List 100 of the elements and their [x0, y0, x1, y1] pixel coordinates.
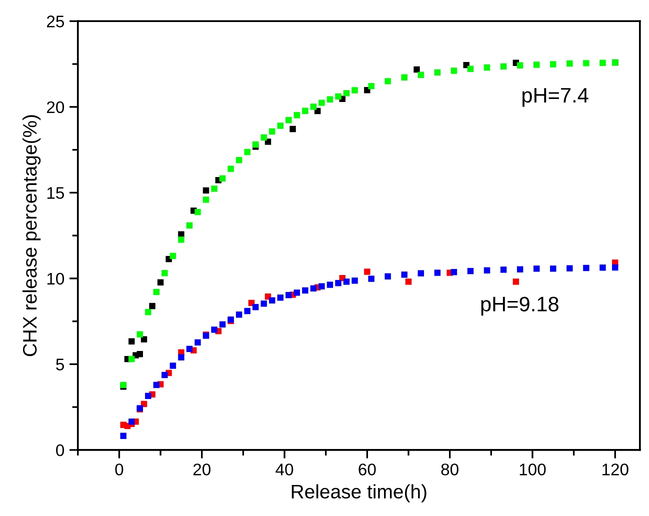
point [566, 265, 573, 272]
y-tick-label: 25 [46, 16, 64, 28]
y-tick-label: 0 [56, 444, 64, 456]
point [153, 288, 160, 296]
point [434, 69, 441, 76]
point [162, 372, 168, 378]
x-tick-label: 100 [520, 464, 546, 476]
point [211, 186, 218, 192]
point [384, 78, 391, 84]
point [583, 60, 590, 66]
point [310, 104, 317, 110]
point [352, 278, 358, 284]
point [211, 326, 218, 333]
point [219, 175, 226, 182]
point [405, 278, 412, 285]
point [434, 270, 441, 276]
point [128, 338, 135, 344]
point [294, 290, 300, 296]
point [326, 282, 334, 288]
point [302, 108, 308, 114]
point [186, 222, 193, 229]
point [368, 276, 374, 282]
point [368, 83, 374, 90]
x-tick-label: 120 [602, 464, 628, 476]
point [178, 236, 184, 243]
point [244, 308, 250, 314]
point [162, 270, 168, 276]
point [364, 268, 370, 275]
point [533, 62, 540, 68]
point [401, 272, 408, 278]
point [269, 128, 276, 135]
point [194, 339, 201, 346]
point [186, 346, 193, 352]
x-tick-label: 40 [276, 464, 294, 476]
point [335, 93, 342, 100]
point [202, 187, 210, 194]
annotation: pH=7.4 [522, 88, 588, 107]
point [228, 166, 234, 172]
point [550, 61, 556, 68]
point [418, 270, 424, 276]
point [136, 350, 143, 358]
point [252, 141, 259, 148]
x-tick-label: 20 [193, 464, 210, 476]
point [401, 74, 408, 81]
point [194, 208, 201, 216]
point [302, 287, 308, 294]
y-tick-label: 5 [56, 358, 64, 370]
annotation: pH=9.18 [481, 296, 558, 316]
point [384, 273, 391, 280]
point [244, 148, 250, 156]
point [145, 308, 152, 316]
point [294, 112, 300, 118]
point [260, 134, 267, 141]
point [550, 266, 556, 272]
y-tick-label: 10 [47, 272, 64, 285]
point [467, 268, 474, 274]
point [310, 285, 317, 292]
point [418, 72, 424, 78]
point [269, 297, 276, 304]
point [149, 302, 156, 310]
y-axis-title: CHX release percentage(%) [22, 115, 41, 356]
point [136, 331, 143, 338]
point [600, 264, 606, 271]
point [500, 266, 507, 273]
point [153, 382, 160, 388]
x-axis-title: Release time(h) [292, 484, 426, 502]
point [484, 64, 490, 71]
point [286, 292, 292, 298]
point [343, 278, 350, 285]
point [277, 294, 284, 301]
point [170, 362, 176, 369]
y-tick-label: 15 [47, 187, 64, 199]
point [467, 66, 474, 72]
x-tick-label: 60 [358, 464, 376, 476]
point [219, 321, 226, 328]
point [414, 66, 420, 73]
point [500, 63, 507, 70]
point [236, 312, 242, 318]
point [170, 252, 176, 260]
point [145, 392, 152, 400]
point [318, 100, 325, 106]
point [516, 62, 524, 69]
y-tick-label: 20 [46, 101, 64, 114]
point [512, 278, 520, 285]
point [290, 126, 296, 132]
point [533, 266, 540, 272]
point [600, 60, 606, 66]
point [140, 336, 148, 342]
x-tick-label: 0 [115, 464, 124, 476]
point [286, 117, 292, 124]
point [260, 300, 267, 307]
point [612, 264, 618, 271]
point [352, 87, 358, 94]
point [343, 90, 350, 96]
point [178, 354, 184, 360]
point [202, 196, 210, 203]
point [326, 96, 334, 102]
point [318, 283, 325, 290]
point [252, 304, 259, 310]
point [450, 68, 458, 74]
